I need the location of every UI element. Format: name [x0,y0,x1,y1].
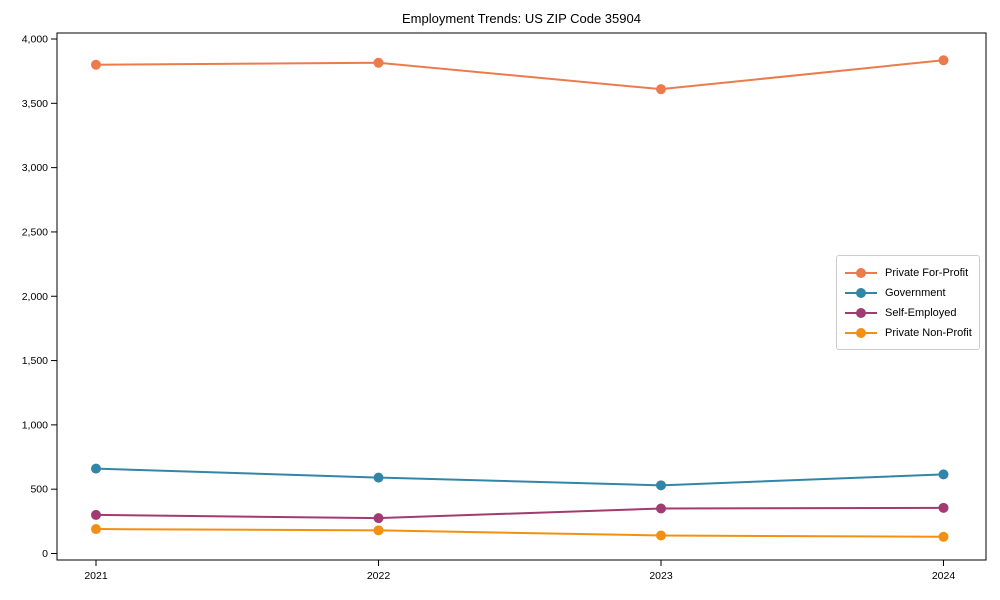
x-tick-label: 2021 [84,570,108,582]
series-marker-private-for-profit [373,57,384,68]
chart-legend: Private For-Profit Government Self-Employe… [836,255,980,350]
series-line-private-non-profit [95,528,944,538]
legend-item: Government [845,283,971,303]
legend-label: Private For-Profit [885,267,969,279]
x-tick-label: 2023 [649,570,673,582]
series-marker-self-employed [938,502,949,513]
series-marker-government [373,472,384,483]
x-tick-label: 2022 [367,570,391,582]
legend-item: Private Non-Profit [845,323,972,343]
series-line-self-employed [95,506,944,520]
legend-label: Private Non-Profit [885,327,972,339]
y-tick-label: 2,500 [22,226,48,238]
series-marker-private-for-profit [91,59,101,70]
legend-marker-icon [845,267,877,279]
series-marker-self-employed [91,509,101,520]
legend-item: Private For-Profit [845,263,971,283]
series-marker-private-non-profit [938,531,949,542]
series-marker-private-for-profit [656,84,666,95]
series-line-private-for-profit [95,59,944,91]
y-tick-label: 500 [30,484,48,496]
series-line-government [95,467,944,487]
y-tick-label: 1,000 [22,419,48,431]
legend-marker-icon [845,327,877,339]
y-tick-label: 3,000 [22,162,48,174]
series-marker-government [938,469,949,480]
legend-label: Government [885,287,946,299]
legend-marker-icon [845,287,877,299]
series-marker-self-employed [373,513,384,524]
legend-label: Self-Employed [885,307,957,319]
series-marker-private-non-profit [373,525,384,536]
y-tick-label: 3,500 [22,98,48,110]
series-marker-private-non-profit [91,524,101,535]
series-marker-private-non-profit [656,530,666,541]
legend-marker-icon [845,307,877,319]
y-tick-label: 0 [42,548,48,560]
y-tick-label: 4,000 [22,34,48,46]
series-marker-government [91,463,101,474]
y-tick-label: 1,500 [22,355,48,367]
y-tick-label: 2,000 [22,291,48,303]
series-marker-government [656,480,666,491]
series-marker-self-employed [656,503,666,514]
chart-title: Employment Trends: US ZIP Code 35904 [402,11,641,26]
series-marker-private-for-profit [938,55,949,66]
x-tick-label: 2024 [932,570,956,582]
legend-item: Self-Employed [845,303,971,323]
